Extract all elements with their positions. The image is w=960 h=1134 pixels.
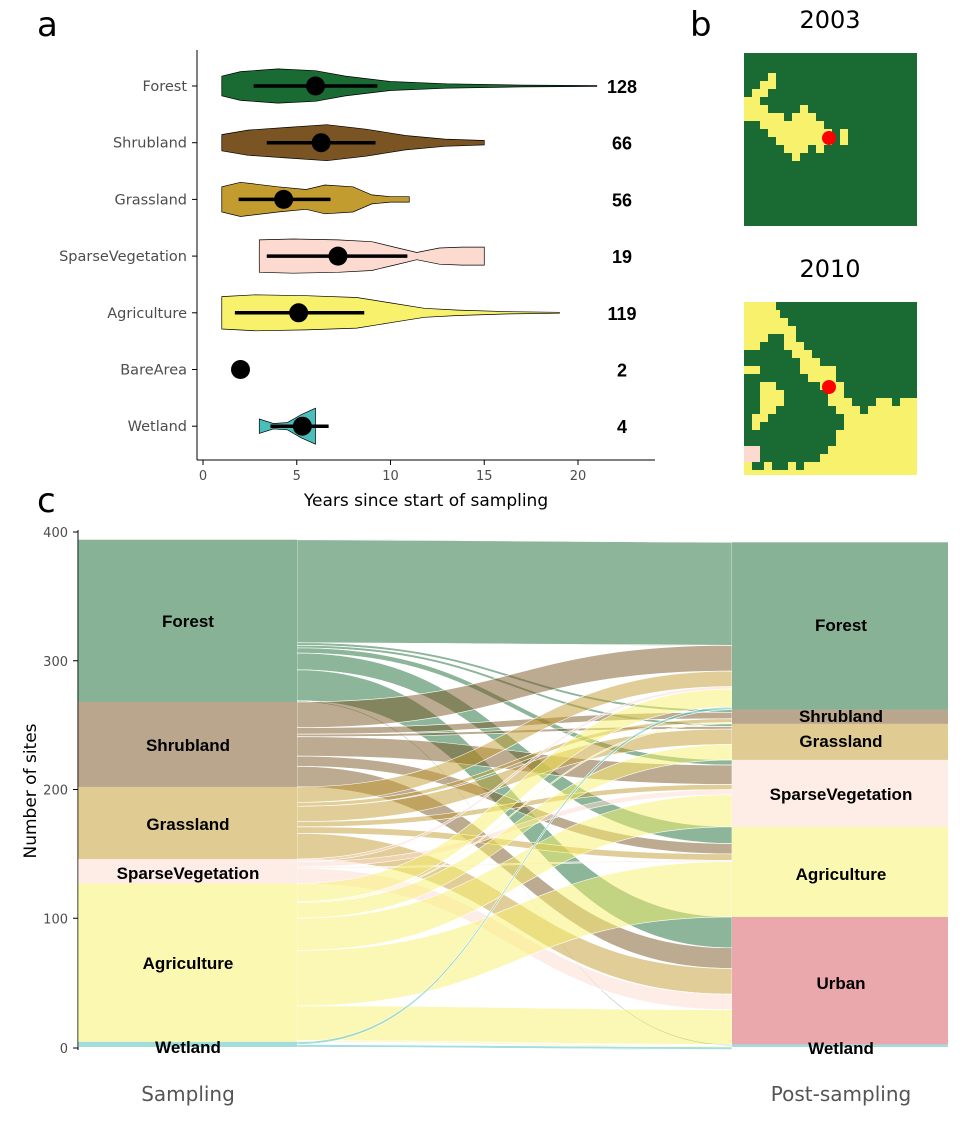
left-node-label-sparsevegetation: SparseVegetation (117, 864, 260, 883)
panel-a-letter: a (37, 5, 58, 45)
map-year-2003: 2003 (799, 6, 860, 34)
map-2003-agriculture-patch (744, 73, 832, 161)
count-label-grassland: 56 (612, 190, 632, 210)
right-node-label-shrubland: Shrubland (799, 707, 883, 726)
left-node-grassland (78, 786, 297, 860)
x-tick-label-10: 10 (382, 469, 399, 484)
map-2003 (744, 53, 917, 226)
median-point-wetland (292, 416, 312, 436)
panel-c-letter: c (37, 481, 56, 521)
median-point-shrubland (311, 133, 331, 153)
map-2010-site-marker (822, 380, 836, 394)
flow-forest-to-forest (296, 539, 733, 646)
c-y-tick-label-100: 100 (43, 912, 68, 927)
left-node-label-wetland: Wetland (155, 1038, 221, 1057)
x-tick-label-15: 15 (476, 469, 493, 484)
stage-label-post-sampling: Post-sampling (771, 1082, 911, 1106)
median-point-barearea (231, 360, 250, 379)
c-y-tick-label-300: 300 (43, 655, 68, 670)
category-label-wetland: Wetland (128, 419, 187, 435)
left-node-label-shrubland: Shrubland (146, 736, 230, 755)
median-point-grassland (274, 189, 294, 209)
right-node-sparsevegetation (732, 759, 948, 827)
right-node-label-sparsevegetation: SparseVegetation (770, 785, 913, 804)
c-y-tick-label-0: 0 (60, 1042, 68, 1057)
map-year-2010: 2010 (799, 255, 860, 283)
count-label-wetland: 4 (617, 417, 627, 437)
right-node-shrubland (732, 709, 948, 724)
count-label-barearea: 2 (617, 361, 627, 381)
category-label-shrubland: Shrubland (113, 136, 187, 152)
c-y-tick-label-200: 200 (43, 784, 68, 799)
flow-agriculture-to-urban (296, 1005, 733, 1045)
violin-agriculture (221, 294, 560, 332)
land-cover-maps: 2003 2010 (744, 6, 917, 475)
map-2010-agriculture-strip (744, 366, 760, 374)
panel-b-letter: b (690, 5, 712, 45)
count-label-agriculture: 119 (607, 304, 636, 324)
category-label-grassland: Grassland (115, 192, 188, 208)
left-node-wetland (78, 1041, 297, 1047)
x-axis-title: Years since start of sampling (303, 491, 548, 511)
right-node-label-agriculture: Agriculture (796, 865, 887, 884)
category-label-barearea: BareArea (120, 363, 187, 379)
map-2010-forest-south (744, 334, 844, 470)
flow-wetland-to-wetland (296, 1044, 733, 1050)
x-tick-label-5: 5 (293, 469, 301, 484)
count-label-forest: 128 (607, 77, 637, 97)
map-2003-site-marker (822, 131, 836, 145)
count-label-shrubland: 66 (612, 134, 632, 154)
category-label-forest: Forest (143, 79, 188, 95)
category-label-sparsevegetation: SparseVegetation (59, 249, 187, 265)
right-node-label-urban: Urban (816, 974, 865, 993)
left-node-shrubland (78, 701, 297, 787)
right-node-label-wetland: Wetland (808, 1039, 874, 1058)
median-point-sparsevegetation (328, 246, 348, 266)
right-node-grassland (732, 723, 948, 760)
median-point-forest (306, 76, 325, 96)
map-2010-sparse-cell (744, 446, 760, 462)
left-node-forest (78, 539, 297, 702)
category-label-agriculture: Agriculture (107, 306, 187, 322)
violin-chart: Forest 128 Shrubland 66 Grassland 56 SparseVeg… (59, 50, 655, 511)
median-point-agriculture (289, 303, 309, 323)
left-node-agriculture (78, 883, 297, 1042)
alluvial-chart: Wetland Agriculture SparseVegetation Grassl… (21, 526, 948, 1106)
count-label-sparsevegetation: 19 (612, 247, 632, 267)
left-node-sparsevegetation (78, 859, 297, 884)
right-node-label-grassland: Grassland (799, 732, 882, 751)
x-tick-label-20: 20 (570, 469, 587, 484)
c-y-tick-label-400: 400 (43, 526, 68, 541)
map-2010 (744, 302, 917, 475)
right-node-wetland (732, 1044, 948, 1047)
map-2010-forest-north (776, 302, 917, 414)
right-node-agriculture (732, 826, 948, 917)
right-node-forest (732, 542, 948, 710)
left-node-label-agriculture: Agriculture (143, 954, 234, 973)
map-2010-agriculture-inlet (752, 382, 784, 430)
left-node-label-grassland: Grassland (146, 815, 229, 834)
left-node-label-forest: Forest (162, 612, 214, 631)
map-2003-agriculture-cell (840, 129, 848, 145)
x-tick-label-0: 0 (199, 469, 207, 484)
right-node-label-forest: Forest (815, 616, 867, 635)
right-node-urban (732, 916, 948, 1045)
stage-label-sampling: Sampling (141, 1082, 235, 1106)
c-y-axis-title: Number of sites (21, 723, 41, 858)
